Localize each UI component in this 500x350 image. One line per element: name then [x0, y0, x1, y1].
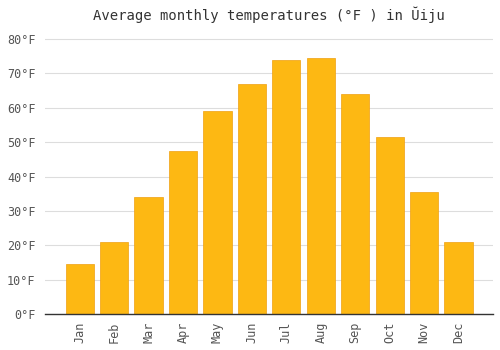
Bar [306, 58, 335, 314]
Bar [66, 264, 94, 314]
Bar [444, 242, 472, 314]
Bar [376, 137, 404, 314]
Bar [238, 84, 266, 314]
Bar [169, 151, 197, 314]
Bar [272, 60, 300, 314]
Title: Average monthly temperatures (°F ) in Ŭiju: Average monthly temperatures (°F ) in Ŭi… [93, 7, 445, 23]
Bar [341, 94, 370, 314]
Bar [410, 192, 438, 314]
Bar [134, 197, 162, 314]
Bar [100, 242, 128, 314]
Bar [204, 111, 232, 314]
